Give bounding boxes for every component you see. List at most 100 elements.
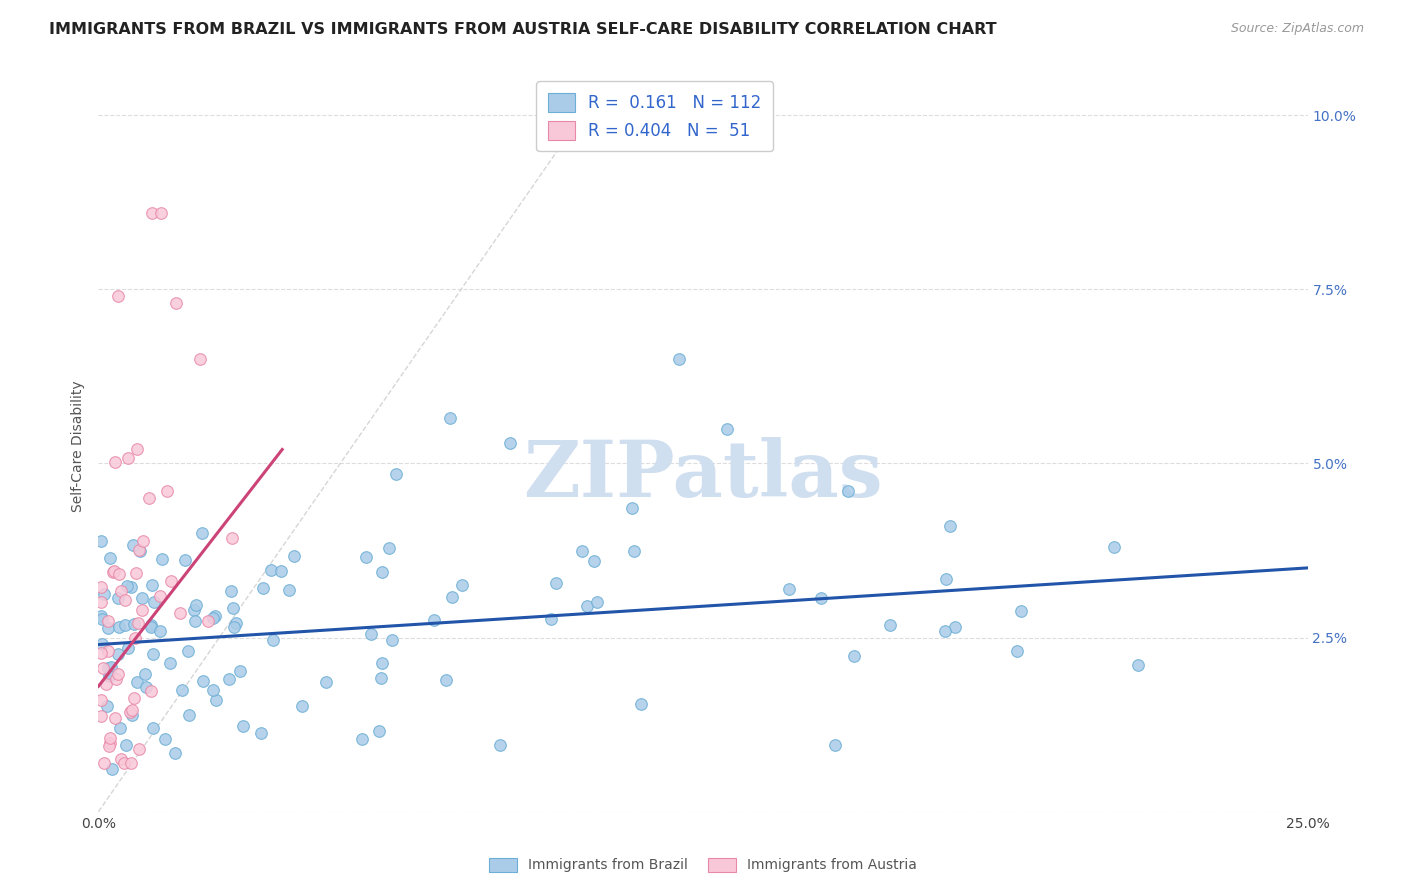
Point bbox=[98, 736, 121, 750]
Text: ZIPatlas: ZIPatlas bbox=[523, 437, 883, 513]
Point bbox=[107, 647, 129, 661]
Point bbox=[716, 421, 738, 435]
Point bbox=[110, 752, 132, 766]
Point bbox=[132, 533, 155, 548]
Point bbox=[378, 541, 401, 556]
Point bbox=[1007, 644, 1029, 658]
Point bbox=[571, 544, 593, 558]
Point bbox=[810, 591, 832, 606]
Point bbox=[155, 731, 177, 746]
Y-axis label: Self-Care Disability: Self-Care Disability bbox=[72, 380, 86, 512]
Point bbox=[90, 646, 112, 660]
Point bbox=[1102, 540, 1125, 554]
Point bbox=[583, 554, 606, 568]
Point bbox=[104, 455, 127, 469]
Point bbox=[668, 351, 690, 366]
Point bbox=[114, 593, 136, 607]
Point bbox=[127, 675, 149, 690]
Point bbox=[108, 620, 131, 634]
Point bbox=[90, 595, 112, 609]
Point bbox=[191, 674, 214, 689]
Legend: Immigrants from Brazil, Immigrants from Austria: Immigrants from Brazil, Immigrants from … bbox=[484, 852, 922, 878]
Point bbox=[107, 567, 129, 582]
Point bbox=[371, 566, 394, 580]
Point bbox=[218, 672, 240, 686]
Point bbox=[108, 721, 131, 735]
Point bbox=[90, 692, 112, 706]
Point bbox=[93, 756, 115, 770]
Point bbox=[1010, 604, 1032, 618]
Point bbox=[114, 738, 136, 752]
Point bbox=[117, 451, 139, 466]
Point bbox=[100, 660, 122, 674]
Point bbox=[943, 619, 966, 633]
Point bbox=[177, 708, 200, 723]
Point bbox=[197, 614, 219, 628]
Point bbox=[93, 587, 115, 601]
Point bbox=[229, 664, 252, 678]
Point bbox=[135, 680, 157, 694]
Point bbox=[623, 543, 645, 558]
Point bbox=[169, 606, 191, 620]
Point bbox=[121, 708, 143, 723]
Point bbox=[149, 624, 172, 639]
Point bbox=[278, 582, 301, 597]
Point bbox=[121, 702, 143, 716]
Text: IMMIGRANTS FROM BRAZIL VS IMMIGRANTS FROM AUSTRIA SELF-CARE DISABILITY CORRELATI: IMMIGRANTS FROM BRAZIL VS IMMIGRANTS FRO… bbox=[49, 22, 997, 37]
Point bbox=[120, 756, 142, 770]
Point bbox=[159, 656, 181, 670]
Point bbox=[939, 519, 962, 533]
Point bbox=[91, 612, 114, 626]
Point bbox=[360, 627, 382, 641]
Point bbox=[842, 649, 865, 664]
Point bbox=[315, 674, 337, 689]
Point bbox=[149, 589, 172, 603]
Point bbox=[205, 693, 228, 707]
Point bbox=[107, 591, 129, 605]
Point bbox=[125, 566, 148, 580]
Point bbox=[131, 602, 153, 616]
Point bbox=[98, 551, 121, 566]
Point bbox=[90, 580, 112, 594]
Point bbox=[249, 726, 271, 740]
Point bbox=[498, 435, 520, 450]
Point bbox=[142, 721, 165, 735]
Point bbox=[778, 582, 800, 596]
Point bbox=[142, 648, 165, 662]
Point bbox=[90, 533, 112, 548]
Point bbox=[128, 542, 150, 557]
Point bbox=[441, 590, 464, 604]
Point bbox=[384, 467, 406, 481]
Point bbox=[127, 442, 149, 457]
Point bbox=[824, 738, 846, 752]
Point bbox=[98, 731, 121, 745]
Point bbox=[107, 289, 129, 303]
Point bbox=[370, 656, 392, 670]
Point bbox=[139, 683, 162, 698]
Point bbox=[270, 564, 292, 578]
Point bbox=[232, 719, 254, 733]
Point bbox=[90, 637, 112, 651]
Point bbox=[381, 633, 404, 648]
Point bbox=[172, 682, 194, 697]
Point bbox=[97, 621, 120, 635]
Point bbox=[204, 608, 226, 623]
Point bbox=[576, 599, 599, 613]
Point bbox=[141, 578, 163, 592]
Point bbox=[252, 581, 274, 595]
Point bbox=[935, 572, 957, 586]
Point bbox=[98, 668, 121, 682]
Point bbox=[188, 351, 211, 366]
Point bbox=[368, 723, 391, 738]
Point bbox=[350, 732, 373, 747]
Point bbox=[114, 617, 136, 632]
Point bbox=[291, 699, 314, 714]
Point bbox=[163, 746, 186, 760]
Point bbox=[837, 484, 859, 499]
Point bbox=[221, 601, 243, 615]
Point bbox=[150, 205, 173, 219]
Point bbox=[110, 583, 132, 598]
Point bbox=[225, 616, 247, 631]
Point bbox=[141, 205, 163, 219]
Point bbox=[127, 616, 149, 631]
